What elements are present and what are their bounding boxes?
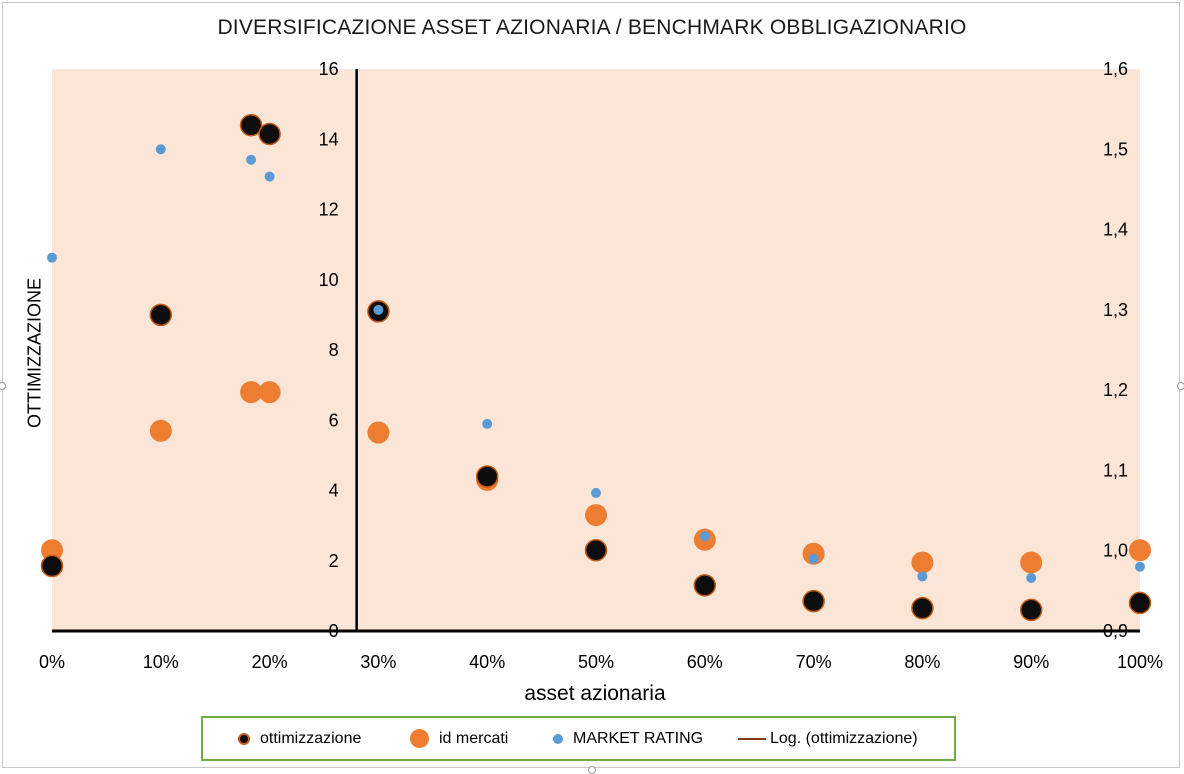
y-tick-label: 6 xyxy=(329,410,339,430)
y2-tick-label: 1,5 xyxy=(1103,139,1128,159)
point-ottimizzazione xyxy=(1128,591,1152,615)
legend-marker-id-mercati xyxy=(410,729,429,748)
x-tick-label: 70% xyxy=(796,652,832,672)
y-tick-label: 16 xyxy=(319,59,339,79)
point-id-mercati xyxy=(585,504,607,527)
point-id-mercati xyxy=(1129,539,1151,562)
point-id-mercati xyxy=(802,542,825,565)
legend-item-id-mercati: id mercati xyxy=(410,729,508,748)
x-axis-title: asset azionaria xyxy=(524,682,666,705)
point-market-rating xyxy=(591,487,601,498)
point-ottimizzazione xyxy=(149,303,173,327)
x-tick-label: 10% xyxy=(143,652,179,672)
point-market-rating xyxy=(699,531,710,542)
x-tick-label: 90% xyxy=(1013,652,1049,672)
point-id-mercati xyxy=(240,381,263,404)
y2-tick-label: 1,0 xyxy=(1103,541,1128,561)
legend-label-id-mercati: id mercati xyxy=(439,729,509,747)
point-market-rating xyxy=(808,553,819,564)
y-tick-label: 2 xyxy=(329,551,339,571)
y2-tick-label: 1,3 xyxy=(1103,300,1128,320)
point-market-rating xyxy=(1135,561,1145,572)
resize-handle-right[interactable] xyxy=(1177,382,1184,390)
point-market-rating xyxy=(47,252,57,263)
y-tick-label: 10 xyxy=(319,270,339,290)
legend-marker-trendline xyxy=(738,737,766,740)
point-ottimizzazione xyxy=(239,113,263,137)
point-market-rating xyxy=(155,144,166,155)
point-ottimizzazione xyxy=(475,465,499,488)
legend-marker-ottimizzazione xyxy=(238,732,250,745)
legend-marker-market-rating xyxy=(553,733,563,744)
point-ottimizzazione xyxy=(1019,598,1043,622)
point-market-rating xyxy=(917,571,928,582)
chart-legend: ottimizzazione id mercati MARKET RATING … xyxy=(201,716,956,761)
point-id-mercati xyxy=(258,381,281,404)
point-id-mercati xyxy=(149,419,172,442)
resize-handle-left[interactable] xyxy=(0,382,6,390)
x-tick-label: 20% xyxy=(252,652,288,672)
x-tick-label: 80% xyxy=(904,652,940,672)
plot-area xyxy=(52,69,1140,631)
legend-label-ottimizzazione: ottimizzazione xyxy=(260,729,362,747)
point-market-rating xyxy=(1026,573,1037,584)
y2-tick-label: 1,6 xyxy=(1103,59,1128,79)
y-tick-label: 8 xyxy=(329,340,339,360)
point-market-rating xyxy=(246,154,257,165)
point-id-mercati xyxy=(1020,551,1043,574)
y2-tick-label: 1,2 xyxy=(1103,380,1128,400)
legend-label-trendline: Log. (ottimizzazione) xyxy=(770,729,918,747)
x-tick-label: 30% xyxy=(360,652,396,672)
chart-title: DIVERSIFICAZIONE ASSET AZIONARIA / BENCH… xyxy=(217,16,967,39)
point-market-rating xyxy=(373,304,384,315)
y-tick-label: 4 xyxy=(329,481,339,501)
point-ottimizzazione xyxy=(40,554,64,578)
legend-item-ottimizzazione: ottimizzazione xyxy=(238,730,361,748)
y-tick-label: 12 xyxy=(319,200,339,220)
point-id-mercati xyxy=(41,539,63,562)
point-ottimizzazione xyxy=(911,596,934,620)
point-ottimizzazione xyxy=(258,122,281,146)
y2-tick-label: 1,1 xyxy=(1103,460,1128,480)
point-ottimizzazione xyxy=(584,538,608,562)
point-market-rating xyxy=(264,171,275,182)
legend-label-market-rating: MARKET RATING xyxy=(573,729,704,747)
y2-tick-label: 1,4 xyxy=(1103,220,1128,240)
point-market-rating xyxy=(482,418,493,429)
x-tick-label: 60% xyxy=(687,652,723,672)
point-id-mercati xyxy=(367,421,390,444)
x-tick-label: 40% xyxy=(469,652,505,672)
x-tick-label: 50% xyxy=(578,652,614,672)
legend-item-market-rating: MARKET RATING xyxy=(553,730,703,748)
legend-item-trendline: Log. (ottimizzazione) xyxy=(738,730,918,748)
y-axis-title: OTTIMIZZAZIONE xyxy=(24,278,45,428)
x-tick-label: 100% xyxy=(1117,652,1163,672)
y-tick-label: 14 xyxy=(319,129,339,149)
x-tick-label: 0% xyxy=(39,652,65,672)
point-ottimizzazione xyxy=(802,589,825,613)
point-id-mercati xyxy=(911,551,934,574)
point-ottimizzazione xyxy=(693,574,717,597)
